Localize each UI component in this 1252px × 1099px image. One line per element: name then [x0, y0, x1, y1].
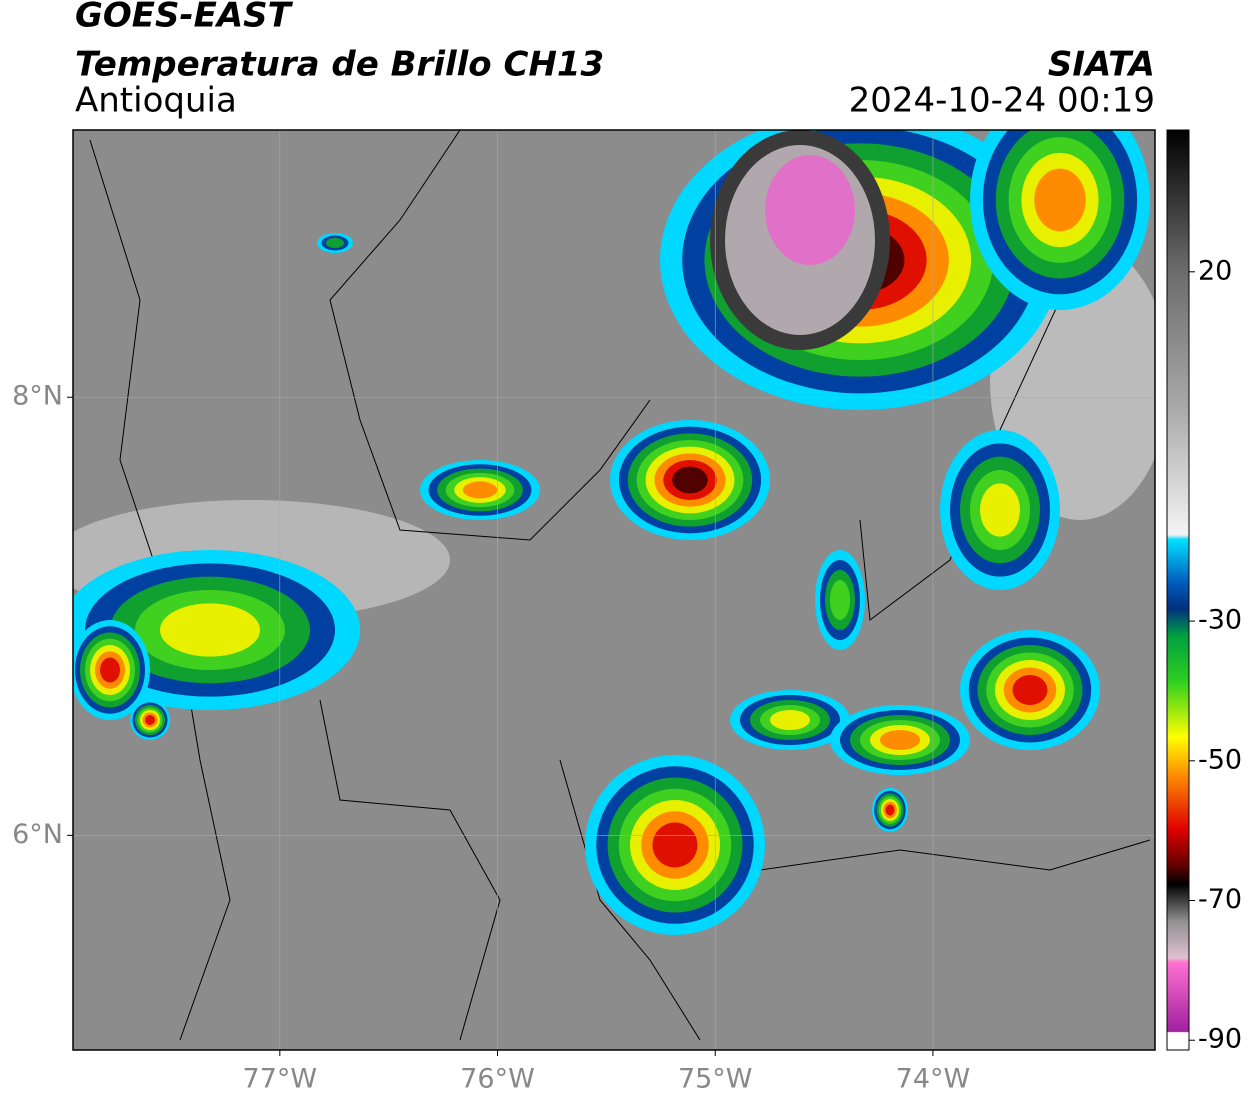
cloud-top — [145, 715, 155, 725]
x-tick-label: 75°W — [678, 1064, 753, 1095]
cloud-top — [160, 603, 260, 657]
colorbar-tick-label: -90 — [1198, 1024, 1242, 1055]
colorbar — [1166, 129, 1190, 1051]
title: GOES-EAST — [75, 0, 294, 36]
cold-core — [765, 155, 855, 265]
cloud-top — [980, 483, 1020, 537]
cloud-top — [652, 822, 698, 868]
map-frame — [72, 129, 1156, 1051]
y-tick-label: 8°N — [12, 381, 63, 412]
cloud-top — [462, 481, 498, 499]
colorbar-tick-label: -50 — [1198, 744, 1242, 775]
x-tick-label: 77°W — [243, 1064, 318, 1095]
datetime: 2024-10-24 00:19 — [849, 81, 1155, 121]
cloud-top — [1034, 168, 1086, 232]
region: Antioquia — [75, 81, 237, 121]
x-tick-label: 76°W — [460, 1064, 535, 1095]
border — [329, 130, 651, 541]
x-tick-label: 74°W — [896, 1064, 971, 1095]
cloud-top — [830, 580, 850, 620]
y-tick-label: 6°N — [12, 819, 63, 850]
cloud-top — [1012, 675, 1048, 705]
colorbar-tick-label: 20 — [1198, 255, 1232, 286]
cloud-top — [100, 657, 120, 683]
map — [73, 130, 1155, 1050]
cloud-top — [770, 710, 810, 730]
cloud-top — [885, 804, 895, 816]
border — [319, 299, 1151, 1041]
cloud-top — [672, 466, 708, 494]
cloud-top — [326, 238, 344, 248]
source: SIATA — [1048, 45, 1155, 85]
subtitle: Temperatura de Brillo CH13 — [75, 45, 604, 85]
colorbar-tick-label: -70 — [1198, 884, 1242, 915]
cloud-top — [880, 730, 920, 750]
colorbar-tick-label: -30 — [1198, 605, 1242, 636]
